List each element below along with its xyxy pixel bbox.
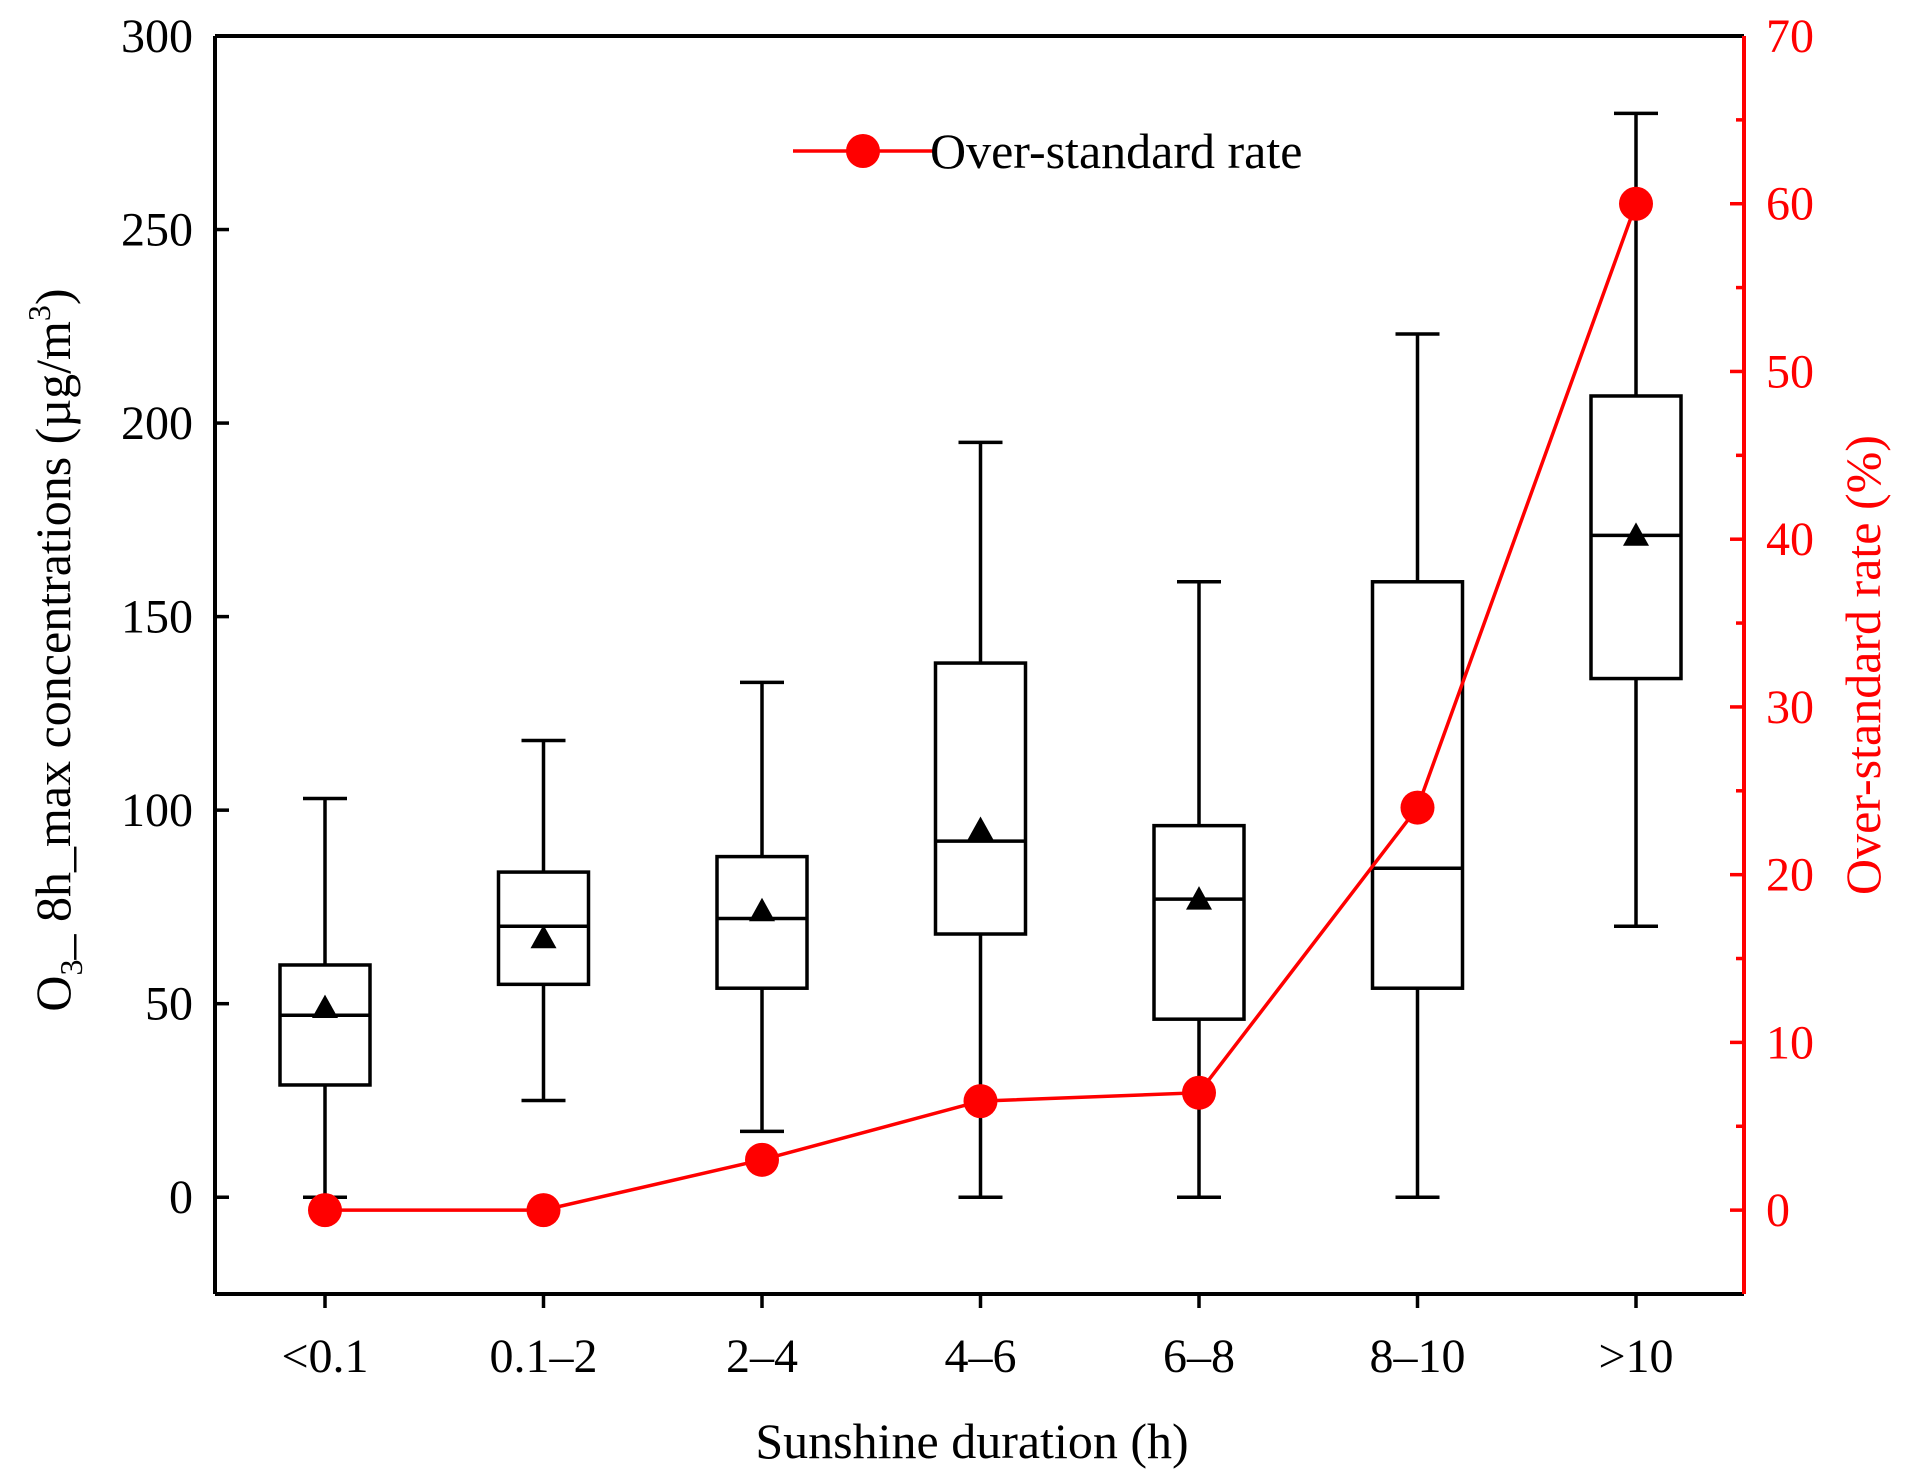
mean-marker bbox=[749, 897, 775, 922]
over-standard-rate-series bbox=[308, 186, 1653, 1228]
rate-point bbox=[1182, 1075, 1216, 1110]
iqr-box bbox=[933, 661, 1028, 936]
y2-tick-label: 10 bbox=[1766, 1016, 1814, 1069]
x-tick-label: 4–6 bbox=[945, 1330, 1017, 1383]
iqr-box bbox=[715, 854, 809, 990]
x-tick-label: 2–4 bbox=[726, 1330, 798, 1383]
rate-point bbox=[526, 1193, 561, 1228]
y2-tick-label: 60 bbox=[1766, 178, 1814, 231]
y-axis-title-superscript: 3 bbox=[21, 305, 57, 321]
y2-tick-label: 20 bbox=[1766, 849, 1814, 902]
y-tick-label: 50 bbox=[145, 978, 193, 1031]
iqr-box bbox=[278, 963, 372, 1087]
x-tick-label: 6–8 bbox=[1163, 1330, 1235, 1383]
y-tick-label: 300 bbox=[121, 10, 193, 63]
y-axis-title-subscript: 3 bbox=[53, 959, 89, 975]
box-series bbox=[278, 111, 1683, 1199]
rate-point bbox=[1400, 790, 1435, 825]
rate-point bbox=[745, 1142, 779, 1177]
y-tick-label: 250 bbox=[121, 204, 193, 257]
x-axis-title: Sunshine duration (h) bbox=[755, 1413, 1188, 1469]
iqr-box bbox=[496, 870, 591, 987]
y-axis-title-suffix: ) bbox=[25, 288, 81, 305]
box-3 bbox=[933, 440, 1028, 1199]
y2-tick-label: 50 bbox=[1766, 345, 1814, 398]
y-axis-title: O3_ 8h_max concentrations (µg/m3) bbox=[21, 288, 89, 1011]
x-axis-ticks: <0.1 0.1–2 2–4 4–6 6–8 8–10 >10 bbox=[281, 1294, 1674, 1383]
mean-marker bbox=[967, 816, 994, 840]
iqr-box bbox=[1589, 394, 1683, 681]
box-5 bbox=[1370, 332, 1465, 1199]
mean-marker bbox=[1186, 886, 1212, 910]
y-tick-label: 200 bbox=[121, 397, 193, 450]
y2-axis-title: Over-standard rate (%) bbox=[1835, 435, 1891, 895]
box-6 bbox=[1589, 111, 1683, 929]
mean-marker bbox=[312, 994, 338, 1018]
rate-point bbox=[308, 1193, 342, 1228]
y-tick-label: 0 bbox=[169, 1171, 193, 1224]
box-0 bbox=[278, 796, 372, 1199]
legend-label: Over-standard rate bbox=[930, 123, 1302, 179]
box-2 bbox=[715, 680, 809, 1134]
y2-tick-label: 0 bbox=[1766, 1184, 1790, 1237]
mean-marker bbox=[1623, 522, 1649, 546]
y2-tick-label: 40 bbox=[1766, 513, 1814, 566]
rate-point bbox=[963, 1084, 998, 1119]
y2-tick-label: 30 bbox=[1766, 681, 1814, 734]
left-y-axis-ticks: 0 50 100 150 200 250 300 bbox=[121, 10, 229, 1224]
rate-point bbox=[1619, 186, 1653, 221]
y-axis-title-middle: _ 8h_max concentrations (µg/m bbox=[25, 321, 81, 960]
y-axis-title-prefix: O bbox=[25, 975, 81, 1011]
mean-marker bbox=[530, 924, 557, 949]
y2-tick-label: 70 bbox=[1766, 10, 1814, 63]
iqr-box bbox=[1152, 823, 1246, 1021]
x-tick-label: >10 bbox=[1598, 1330, 1673, 1383]
right-y-axis-ticks: 0 10 20 30 40 50 60 70 bbox=[1730, 10, 1814, 1237]
x-tick-label: 8–10 bbox=[1370, 1330, 1466, 1383]
y-tick-label: 150 bbox=[121, 591, 193, 644]
x-tick-label: 0.1–2 bbox=[490, 1330, 598, 1383]
y-tick-label: 100 bbox=[121, 784, 193, 837]
legend: Over-standard rate bbox=[793, 123, 1302, 179]
box-1 bbox=[496, 738, 591, 1103]
x-tick-label: <0.1 bbox=[281, 1330, 368, 1383]
legend-marker bbox=[846, 134, 880, 168]
iqr-box bbox=[1370, 580, 1465, 990]
